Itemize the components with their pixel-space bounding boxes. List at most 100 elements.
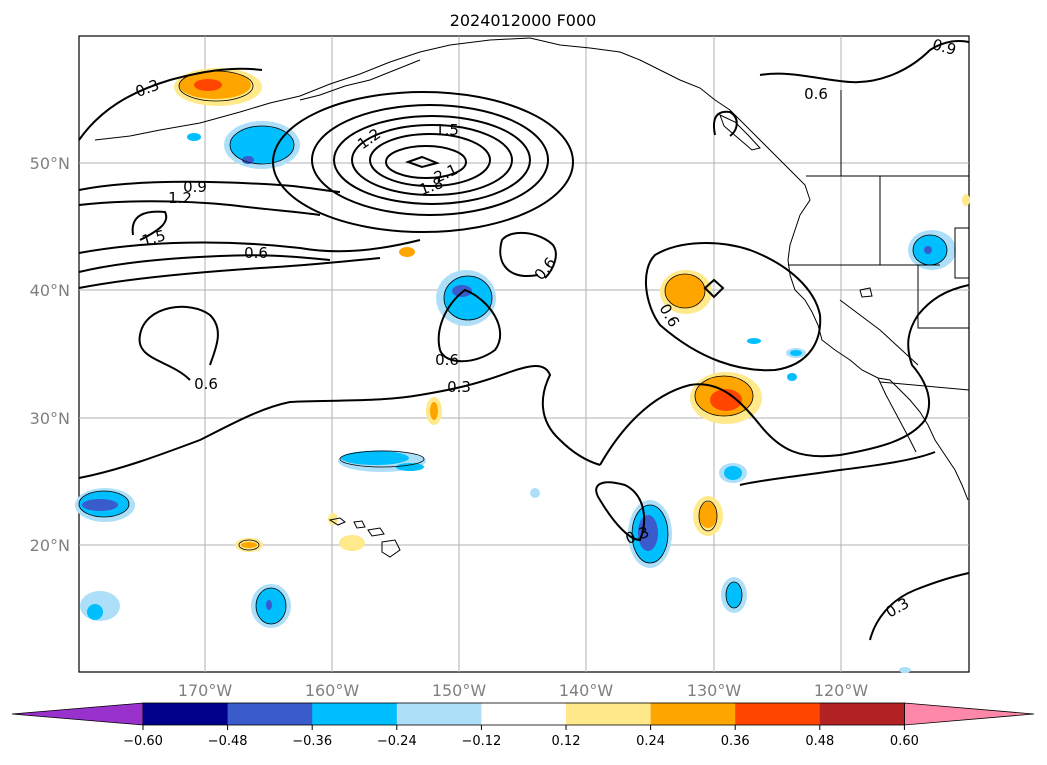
contour-0.9	[272, 91, 574, 233]
contour-1.2-west	[78, 200, 321, 216]
contour-0.6-west-c	[78, 257, 381, 289]
colorbar-outline	[142, 702, 905, 726]
colorbar-label: 0.36	[721, 734, 750, 749]
contour-0.6-west-b	[78, 254, 331, 273]
shading-outline	[698, 500, 718, 532]
colorbar: −0.60 −0.48 −0.36 −0.24 −0.12 0.12 0.24 0.36 0.4…	[11, 702, 1035, 749]
contour-diamond	[703, 278, 725, 299]
shading-outline	[229, 125, 295, 165]
negative-anomaly	[187, 133, 201, 141]
negative-anomaly	[452, 285, 472, 297]
contour-small-north	[712, 110, 738, 137]
lat-label-20n: 20°N	[30, 536, 70, 555]
positive-anomaly	[962, 194, 970, 206]
colorbar-label: −0.48	[208, 734, 248, 749]
contour-0.3-northwest	[78, 67, 263, 141]
state-border	[954, 227, 970, 279]
lat-label-30n: 30°N	[30, 409, 70, 428]
positive-anomaly	[430, 402, 438, 420]
contour-1.2	[311, 104, 549, 216]
colorbar-label: −0.60	[123, 734, 163, 749]
contour-label: 0.9	[930, 35, 958, 59]
colorbar-swatch	[143, 703, 229, 725]
contour-1.5-small	[131, 210, 168, 241]
colorbar-swatch	[650, 703, 736, 725]
contour-0.6-southwest	[138, 305, 219, 381]
contour-0.9-west	[78, 180, 341, 193]
colorbar-extend-low	[11, 702, 144, 726]
negative-anomaly	[266, 600, 272, 610]
colorbar-swatch	[481, 703, 567, 725]
positive-anomaly	[399, 247, 415, 257]
contour-1.8	[351, 124, 513, 196]
coastal-island	[859, 287, 873, 298]
colorbar-swatch	[819, 703, 905, 725]
negative-anomaly	[341, 451, 409, 465]
lat-label-40n: 40°N	[30, 281, 70, 300]
gridlines	[79, 36, 969, 672]
shading-outline	[339, 450, 425, 468]
alaska-coast	[529, 37, 811, 216]
negative-anomaly	[242, 156, 254, 164]
lon-label-140w: 140°W	[559, 681, 614, 700]
state-border	[917, 265, 969, 329]
shading-outline	[694, 375, 754, 417]
negative-anomaly	[726, 582, 742, 608]
positive-anomaly	[194, 79, 222, 91]
contour-0.6-east	[644, 242, 822, 372]
colorbar-label: 0.12	[552, 734, 581, 749]
negative-anomaly	[924, 246, 932, 254]
positive-anomaly	[665, 274, 705, 308]
negative-anomaly	[230, 126, 294, 164]
map-frame	[78, 35, 970, 673]
colorbar-swatch	[227, 703, 313, 725]
contour-0.6-west	[78, 239, 421, 254]
baja-peninsula	[877, 377, 917, 453]
aleutian-chain	[94, 37, 531, 141]
lon-label-120w: 120°W	[814, 681, 869, 700]
colorbar-extend-high	[904, 702, 1035, 726]
colorbar-swatch	[396, 703, 482, 725]
contour-label: 0.6	[804, 85, 828, 103]
negative-anomaly	[396, 463, 424, 471]
contour-center	[405, 155, 441, 169]
hawaii-big-island	[381, 539, 401, 558]
hawaii-kauai	[328, 517, 346, 526]
contour-label: 1.5	[435, 121, 459, 139]
hawaii-maui	[367, 527, 385, 537]
anomaly-shading	[75, 68, 970, 673]
contour-label: 0.3	[447, 378, 471, 396]
contour-1.5	[333, 115, 531, 205]
contour-label: 0.9	[183, 178, 207, 196]
shading-outline	[238, 539, 260, 551]
negative-anomaly	[87, 604, 103, 620]
colorbar-label: 0.48	[805, 734, 834, 749]
shading-outline	[631, 504, 669, 564]
contour-0.6-central	[499, 231, 557, 279]
lat-label-50n: 50°N	[30, 154, 70, 173]
positive-anomaly	[339, 535, 365, 551]
shading-outline	[443, 275, 493, 321]
lon-label-150w: 150°W	[432, 681, 487, 700]
negative-anomaly	[790, 350, 802, 356]
mexico-border	[879, 381, 970, 391]
lon-label-170w: 170°W	[178, 681, 233, 700]
contour-0.6-closed	[437, 288, 502, 363]
lon-label-130w: 130°W	[687, 681, 742, 700]
negative-anomaly	[530, 488, 540, 498]
positive-anomaly	[710, 389, 742, 411]
contour-2.1	[369, 133, 491, 187]
colorbar-swatch	[312, 703, 398, 725]
negative-anomaly	[787, 373, 797, 381]
colorbar-label: −0.24	[377, 734, 417, 749]
contour-0.3-far-southeast	[869, 572, 970, 641]
contour-0.3-main	[78, 365, 601, 479]
shading-outline	[664, 273, 706, 309]
colorbar-label: 0.60	[890, 734, 919, 749]
shading-outline	[78, 490, 130, 518]
contour-label: 0.6	[244, 244, 268, 262]
colorbar-swatch	[735, 703, 821, 725]
contour-label: 1.2	[168, 189, 192, 207]
map-title: 2024012000 F000	[450, 11, 597, 30]
contour-0.6-northeast	[759, 40, 970, 84]
